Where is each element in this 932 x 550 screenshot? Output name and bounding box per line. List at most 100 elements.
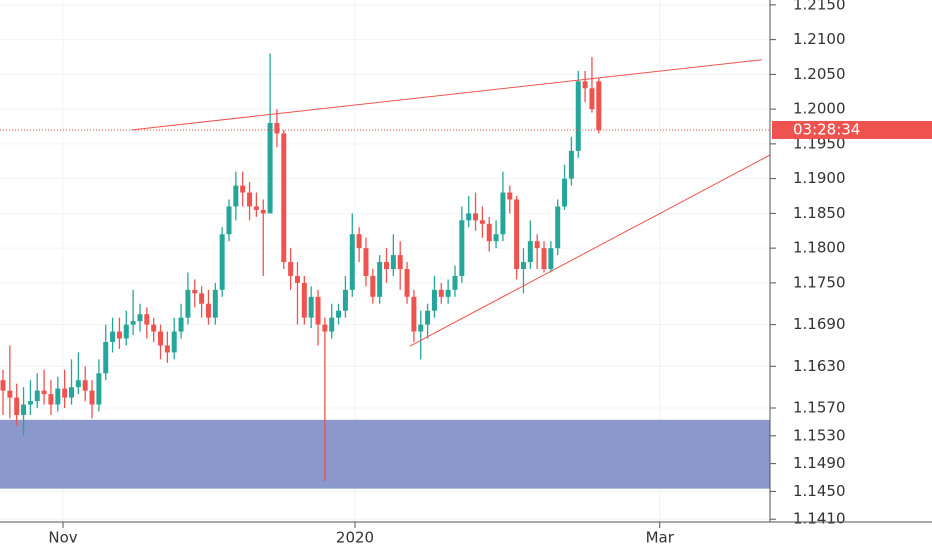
candle-body (466, 213, 472, 221)
candle-body (349, 234, 355, 290)
candle-body (555, 206, 561, 249)
zone (0, 419, 770, 489)
y-tick-label: 1.1750 (793, 273, 846, 291)
y-tick-label: 1.1900 (793, 169, 846, 187)
candle-body (527, 241, 533, 263)
candle-body (48, 394, 54, 405)
candle-body (151, 324, 157, 332)
candle-body (425, 310, 431, 325)
candle-body (62, 388, 68, 398)
candle-body (171, 331, 177, 353)
y-tick-label: 1.1410 (793, 510, 846, 528)
candle-body (452, 275, 458, 290)
y-tick-label: 1.2050 (793, 65, 846, 83)
candle-body (342, 289, 348, 311)
candle-body (438, 289, 444, 297)
y-tick-label: 1.1800 (793, 239, 846, 257)
countdown: 03:28:34 (793, 120, 860, 138)
candle-body (390, 255, 396, 269)
x-tick-label: 2020 (336, 529, 374, 547)
candle-body (110, 331, 116, 342)
candle-body (589, 88, 595, 110)
candle-body (356, 234, 362, 249)
candle-body (315, 296, 321, 325)
candle-body (219, 234, 225, 290)
candle-body (397, 255, 403, 269)
candle-body (288, 262, 294, 276)
candle-body (21, 404, 27, 415)
candle-body (260, 209, 266, 214)
candle-body (103, 341, 109, 374)
candle-body (68, 387, 74, 398)
candle-body (164, 345, 170, 353)
candle-body (548, 248, 554, 269)
candle-body (418, 324, 424, 332)
candle-body (137, 314, 143, 322)
candle-body (253, 206, 259, 210)
y-tick-label: 1.1630 (793, 357, 846, 375)
candle-body (34, 390, 40, 402)
candle-body (473, 213, 479, 221)
candle-body (96, 373, 102, 405)
candle-body (370, 275, 376, 297)
candle-body (404, 268, 410, 297)
candle-body (267, 123, 273, 214)
y-tick-label: 1.1490 (793, 454, 846, 472)
candle-body (562, 178, 568, 207)
candle-body (500, 192, 506, 235)
y-tick-label: 1.2100 (793, 30, 846, 48)
candle-body (192, 289, 198, 294)
candle-body (479, 220, 485, 224)
candle-body (178, 317, 184, 332)
candle-body (75, 380, 81, 388)
candle-body (541, 248, 547, 269)
candle-body (240, 185, 246, 193)
y-tick-label: 1.1530 (793, 426, 846, 444)
candle-body (363, 248, 369, 276)
candle-body (520, 262, 526, 269)
trendline (409, 154, 771, 347)
candle-body (116, 331, 122, 339)
trendline (131, 59, 762, 131)
candle-body (445, 289, 451, 297)
y-tick-label: 1.1450 (793, 482, 846, 500)
candle-body (212, 289, 218, 318)
candle-body (329, 317, 335, 332)
candle-body (308, 296, 314, 318)
candle-body (582, 81, 588, 89)
candle-body (82, 380, 88, 391)
candle-body (486, 223, 492, 242)
y-tick-label: 1.1690 (793, 315, 846, 333)
candle-body (199, 293, 205, 304)
countdown-box (772, 120, 932, 139)
candle-body (27, 401, 33, 405)
candle-body (123, 324, 129, 339)
candle-body (0, 380, 6, 391)
candle-body (377, 262, 383, 297)
candle-body (294, 275, 300, 283)
candle-body (205, 303, 211, 318)
x-tick-label: Nov (48, 529, 77, 547)
candle-body (336, 310, 342, 318)
candle-body (384, 262, 390, 269)
y-tick-label: 1.2000 (793, 100, 846, 118)
candle-body (247, 192, 253, 207)
candle-body (431, 289, 437, 311)
candle-body (459, 220, 465, 276)
candle-body (514, 199, 520, 269)
candle-body (233, 185, 239, 207)
candle-body (281, 133, 287, 263)
candle-body (130, 321, 136, 325)
candle-body (322, 324, 328, 332)
candle-body (274, 123, 280, 134)
y-tick-label: 1.1570 (793, 399, 846, 417)
candle-body (411, 296, 417, 332)
candle-body (534, 241, 540, 249)
candle-body (41, 390, 47, 395)
candle-body (507, 192, 513, 200)
candle-body (226, 206, 232, 235)
candle-body (14, 397, 20, 415)
y-tick-label: 1.1850 (793, 204, 846, 222)
candle-body (185, 289, 191, 318)
